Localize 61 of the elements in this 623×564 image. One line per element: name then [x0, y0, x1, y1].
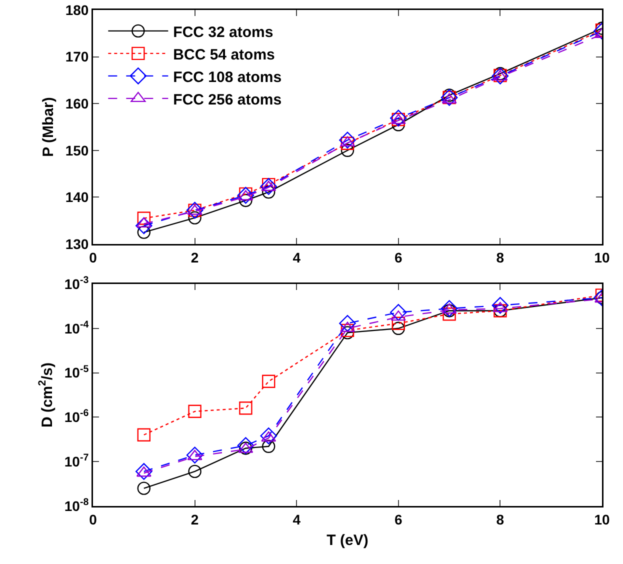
point — [261, 431, 276, 442]
point — [492, 302, 508, 312]
point — [137, 482, 150, 495]
point — [392, 316, 405, 330]
point — [392, 322, 405, 335]
x-tick-label: 10 — [594, 249, 610, 266]
point — [262, 374, 276, 388]
x-tick-label: 6 — [394, 249, 402, 266]
x-tick-label: 0 — [89, 511, 98, 528]
point — [137, 212, 150, 225]
y-tick-label: 170 — [65, 48, 89, 65]
y-tick-label: 140 — [65, 189, 89, 206]
point — [237, 186, 254, 204]
x-tick-label: 0 — [89, 249, 98, 266]
point — [137, 428, 150, 442]
y-tick-label: 130 — [65, 236, 89, 252]
point — [262, 440, 276, 453]
y-tick-label: 10$^{-5}$ — [64, 364, 90, 381]
point — [340, 144, 354, 157]
point — [442, 303, 457, 314]
x-tick-label: 2 — [190, 249, 199, 266]
y-tick-label: 180 — [65, 2, 89, 18]
legend-label: FCC 256 atoms — [173, 91, 282, 108]
point — [188, 211, 202, 224]
point — [187, 450, 202, 460]
y-tick-label: 10$^{-7}$ — [64, 452, 90, 470]
y-tick-label: 10$^{-4}$ — [64, 319, 90, 336]
x-tick-label: 4 — [292, 249, 301, 266]
point — [237, 437, 254, 454]
x-tick-label: 8 — [496, 249, 504, 266]
point — [440, 300, 458, 317]
point — [260, 178, 278, 195]
point — [239, 402, 252, 415]
legend-label: FCC 108 atoms — [173, 68, 282, 86]
point — [339, 314, 356, 332]
x-tick-label: 6 — [394, 511, 402, 528]
point — [260, 427, 278, 444]
point — [340, 324, 354, 338]
x-tick-label: 2 — [190, 511, 199, 528]
x-tick-label: 8 — [496, 511, 504, 528]
point — [390, 304, 407, 321]
legend-label: BCC 54 atoms — [173, 46, 275, 64]
point — [186, 446, 204, 464]
point — [188, 404, 202, 418]
point — [492, 296, 509, 314]
y-tick-label: 150 — [65, 142, 89, 158]
y-tick-label: 10$^{-8}$ — [64, 497, 90, 514]
y-axis-title: P (Mbar) — [40, 97, 57, 157]
point — [188, 464, 202, 478]
point — [136, 217, 152, 234]
y-tick-label: 10$^{-6}$ — [64, 408, 90, 426]
x-tick-label: 10 — [594, 511, 610, 528]
x-axis-title: T (eV) — [326, 532, 368, 550]
y-tick-label: 10$^{-3}$ — [64, 275, 90, 292]
legend-label: FCC 32 atoms — [173, 24, 274, 41]
y-tick-label: 160 — [65, 96, 89, 112]
point — [339, 132, 356, 148]
point — [390, 110, 407, 127]
point — [390, 310, 406, 321]
point — [136, 463, 152, 480]
x-tick-label: 4 — [292, 511, 301, 528]
